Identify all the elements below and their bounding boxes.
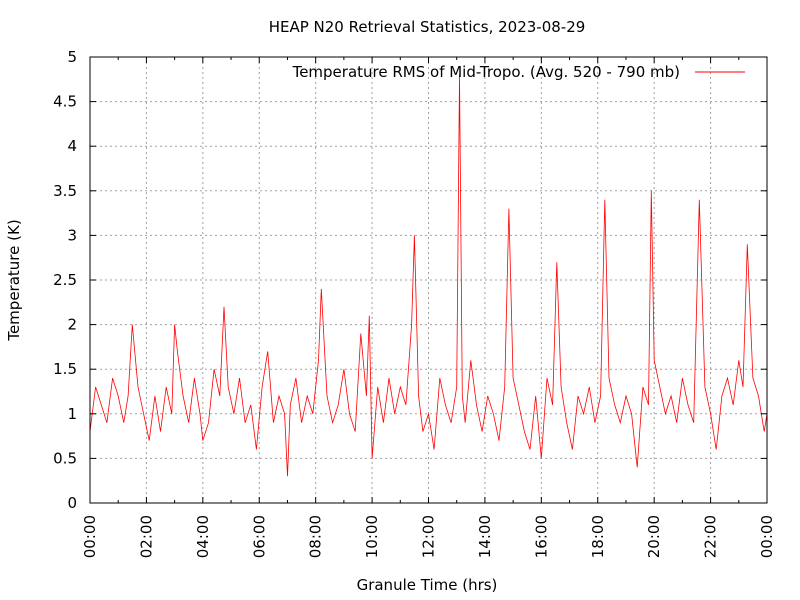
axis-ticks: 0 0.5 1 1.5 2 2.5 3 3.5 4 4.5 5 00:00 02:00 04:00 06:0… [53, 48, 776, 558]
y-tick-label: 0.5 [53, 449, 77, 467]
x-tick-label: 00:00 [758, 515, 776, 558]
y-tick-label: 4.5 [53, 93, 77, 111]
y-tick-label: 3 [67, 226, 77, 244]
y-tick-label: 3.5 [53, 182, 77, 200]
grid [90, 57, 767, 503]
x-tick-label: 08:00 [307, 515, 325, 558]
y-tick-label: 4 [67, 137, 77, 155]
y-tick-label: 5 [67, 48, 77, 66]
y-axis-label: Temperature (K) [5, 219, 23, 341]
x-tick-label: 22:00 [702, 515, 720, 558]
y-tick-label: 0 [67, 494, 77, 512]
legend: Temperature RMS of Mid-Tropo. (Avg. 520 … [292, 63, 745, 81]
y-tick-label: 2.5 [53, 271, 77, 289]
chart-title: HEAP N20 Retrieval Statistics, 2023-08-2… [269, 18, 586, 36]
x-tick-label: 02:00 [137, 515, 155, 558]
y-tick-label: 2 [67, 316, 77, 334]
x-tick-label: 18:00 [589, 515, 607, 558]
x-tick-label: 00:00 [81, 515, 99, 558]
x-tick-label: 16:00 [532, 515, 550, 558]
x-tick-label: 14:00 [476, 515, 494, 558]
x-tick-label: 06:00 [250, 515, 268, 558]
x-tick-label: 10:00 [363, 515, 381, 558]
x-tick-label: 20:00 [645, 515, 663, 558]
x-tick-label: 12:00 [420, 515, 438, 558]
y-tick-label: 1.5 [53, 360, 77, 378]
y-tick-label: 1 [67, 405, 77, 423]
series-layer [89, 74, 768, 477]
legend-entry-label: Temperature RMS of Mid-Tropo. (Avg. 520 … [292, 63, 680, 81]
x-axis-label: Granule Time (hrs) [357, 576, 498, 594]
x-tick-label: 04:00 [194, 515, 212, 558]
series-line-0 [89, 74, 768, 477]
